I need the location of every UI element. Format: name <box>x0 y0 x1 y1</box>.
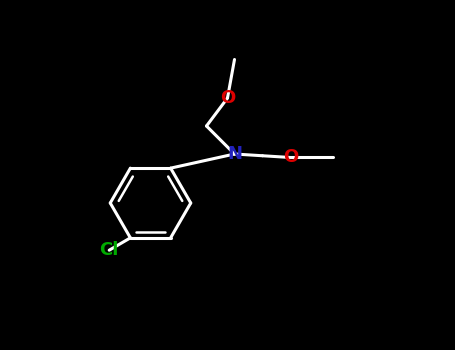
Text: N: N <box>227 145 242 163</box>
Text: Cl: Cl <box>100 241 119 259</box>
Text: O: O <box>283 148 298 167</box>
Text: O: O <box>220 89 235 107</box>
